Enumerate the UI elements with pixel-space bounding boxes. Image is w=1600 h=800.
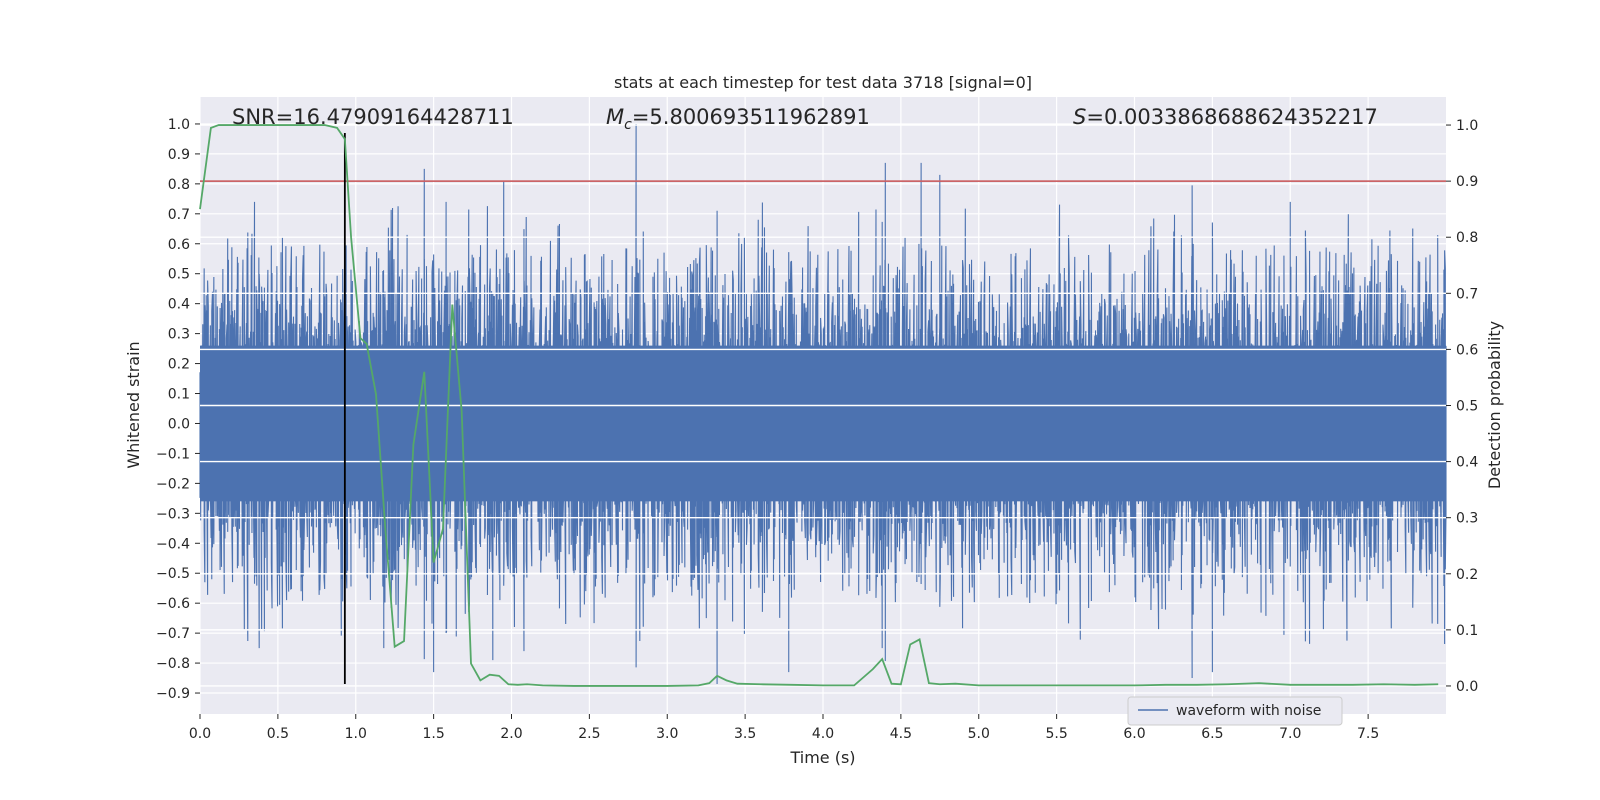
y-right-tick-label: 0.3 xyxy=(1456,511,1478,527)
x-tick-label: 1.5 xyxy=(422,726,444,742)
x-tick-label: 1.0 xyxy=(345,726,367,742)
legend-label: waveform with noise xyxy=(1176,703,1321,719)
y-right-tick-label: 0.5 xyxy=(1456,399,1478,415)
legend-box xyxy=(1127,696,1343,726)
tick-labels: 0.0 0.5 1.0 1.5 2.0 2.5 3.0 3.5 4.0 4.5 5.0 5.5 6.0 6… xyxy=(156,117,1478,742)
y-right-tick-label: 0.4 xyxy=(1456,455,1478,471)
y-right-tick-label: 0.0 xyxy=(1456,679,1478,695)
probability-series xyxy=(199,124,1439,687)
y-axis-right-label: Detection probability xyxy=(1485,321,1504,489)
y-right-tick-label: 1.0 xyxy=(1456,118,1478,134)
x-tick-label: 7.0 xyxy=(1279,726,1301,742)
probability-line xyxy=(199,124,1439,687)
y-left-tick-label: −0.2 xyxy=(156,476,190,492)
y-right-tick-label: 0.6 xyxy=(1456,342,1478,358)
legend: waveform with noise xyxy=(1127,696,1343,726)
y-left-tick-label: −0.3 xyxy=(156,506,190,522)
x-tick-label: 6.5 xyxy=(1201,726,1223,742)
s-value: =0.0033868688624352217 xyxy=(1086,105,1378,129)
x-tick-label: 4.0 xyxy=(812,726,834,742)
s-symbol: S xyxy=(1073,105,1086,129)
x-tick-label: 5.5 xyxy=(1045,726,1067,742)
y-left-tick-label: 1.0 xyxy=(168,117,190,133)
x-tick-label: 3.0 xyxy=(656,726,678,742)
x-tick-label: 7.5 xyxy=(1357,726,1379,742)
s-annotation: S=0.0033868688624352217 xyxy=(1073,105,1378,129)
y-left-tick-label: −0.8 xyxy=(156,656,190,672)
y-left-tick-label: 0.5 xyxy=(168,267,190,283)
y-left-tick-label: 0.6 xyxy=(168,237,190,253)
y-left-tick-label: 0.3 xyxy=(168,327,190,343)
y-left-tick-label: 0.0 xyxy=(168,416,190,432)
chart-title: stats at each timestep for test data 371… xyxy=(614,73,1032,92)
y-axis-left-label: Whitened strain xyxy=(124,341,143,468)
y-left-tick-label: 0.1 xyxy=(168,387,190,403)
y-right-tick-label: 0.1 xyxy=(1456,623,1478,639)
x-tick-label: 0.0 xyxy=(189,726,211,742)
x-tick-label: 3.5 xyxy=(734,726,756,742)
y-right-tick-label: 0.2 xyxy=(1456,567,1478,583)
mc-value: =5.800693511962891 xyxy=(632,105,870,129)
y-left-tick-label: 0.8 xyxy=(168,177,190,193)
waveform-series xyxy=(199,123,1447,685)
y-left-tick-label: −0.4 xyxy=(156,536,190,552)
x-tick-label: 5.0 xyxy=(968,726,990,742)
y-right-tick-label: 0.9 xyxy=(1456,174,1478,190)
y-left-tick-label: −0.5 xyxy=(156,566,190,582)
y-right-tick-label: 0.7 xyxy=(1456,286,1478,302)
y-left-tick-label: −0.7 xyxy=(156,626,190,642)
x-tick-label: 0.5 xyxy=(267,726,289,742)
y-left-tick-label: −0.6 xyxy=(156,596,190,612)
mc-symbol: M xyxy=(606,105,624,129)
y-left-tick-label: 0.9 xyxy=(168,147,190,163)
x-tick-label: 6.0 xyxy=(1123,726,1145,742)
x-tick-label: 2.5 xyxy=(578,726,600,742)
x-tick-label: 2.0 xyxy=(500,726,522,742)
y-left-tick-label: −0.9 xyxy=(156,686,190,702)
y-right-tick-label: 0.8 xyxy=(1456,230,1478,246)
y-left-tick-label: 0.7 xyxy=(168,207,190,223)
x-tick-label: 4.5 xyxy=(890,726,912,742)
mc-subscript: c xyxy=(624,117,632,133)
x-axis-label: Time (s) xyxy=(789,748,855,767)
waveform-dense-band xyxy=(200,345,1446,502)
y-left-tick-label: −0.1 xyxy=(156,446,190,462)
snr-annotation: SNR=16.47909164428711 xyxy=(232,105,514,129)
y-left-tick-label: 0.2 xyxy=(168,357,190,373)
y-left-tick-label: 0.4 xyxy=(168,297,190,313)
chirp-mass-annotation: Mc=5.800693511962891 xyxy=(606,105,870,133)
